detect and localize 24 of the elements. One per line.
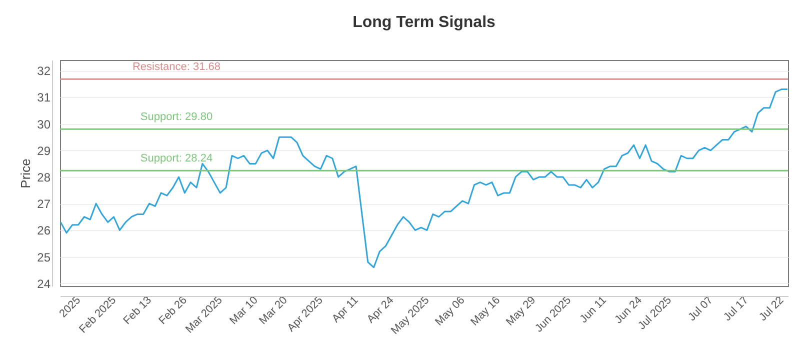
chart-title: Long Term Signals (352, 14, 496, 31)
x-tick-label: Apr 24 (364, 294, 396, 326)
x-tick-label: Jun 11 (578, 294, 609, 326)
x-tick-label: Jul 07 (686, 294, 716, 324)
ref-line-label: Support: 29.80 (140, 111, 213, 124)
ref-line-label: Resistance: 31.68 (132, 61, 221, 74)
y-tick-label: 32 (37, 64, 51, 78)
line-series (60, 88, 788, 268)
y-tick-label: 30 (37, 117, 51, 132)
x-tick-label: Feb 26 (156, 294, 190, 327)
y-tick-label: 25 (37, 250, 51, 264)
x-tick-label: May 06 (433, 294, 468, 328)
ref-line-label: Support: 28.24 (140, 152, 213, 165)
x-tick-label: Apr 11 (330, 294, 361, 326)
y-tick-label: 31 (37, 90, 51, 105)
x-tick-label: May 16 (468, 294, 503, 328)
x-tick-label: Jul 22 (756, 294, 786, 324)
y-axis-title: Price (18, 158, 34, 188)
y-tick-label: 29 (37, 144, 51, 158)
y-tick-label: 24 (37, 276, 51, 291)
y-tick-label: 26 (37, 224, 51, 238)
x-tick-label: Feb 13 (121, 294, 154, 327)
y-tick-label: 28 (37, 170, 51, 184)
y-tick-label: 27 (37, 197, 51, 212)
